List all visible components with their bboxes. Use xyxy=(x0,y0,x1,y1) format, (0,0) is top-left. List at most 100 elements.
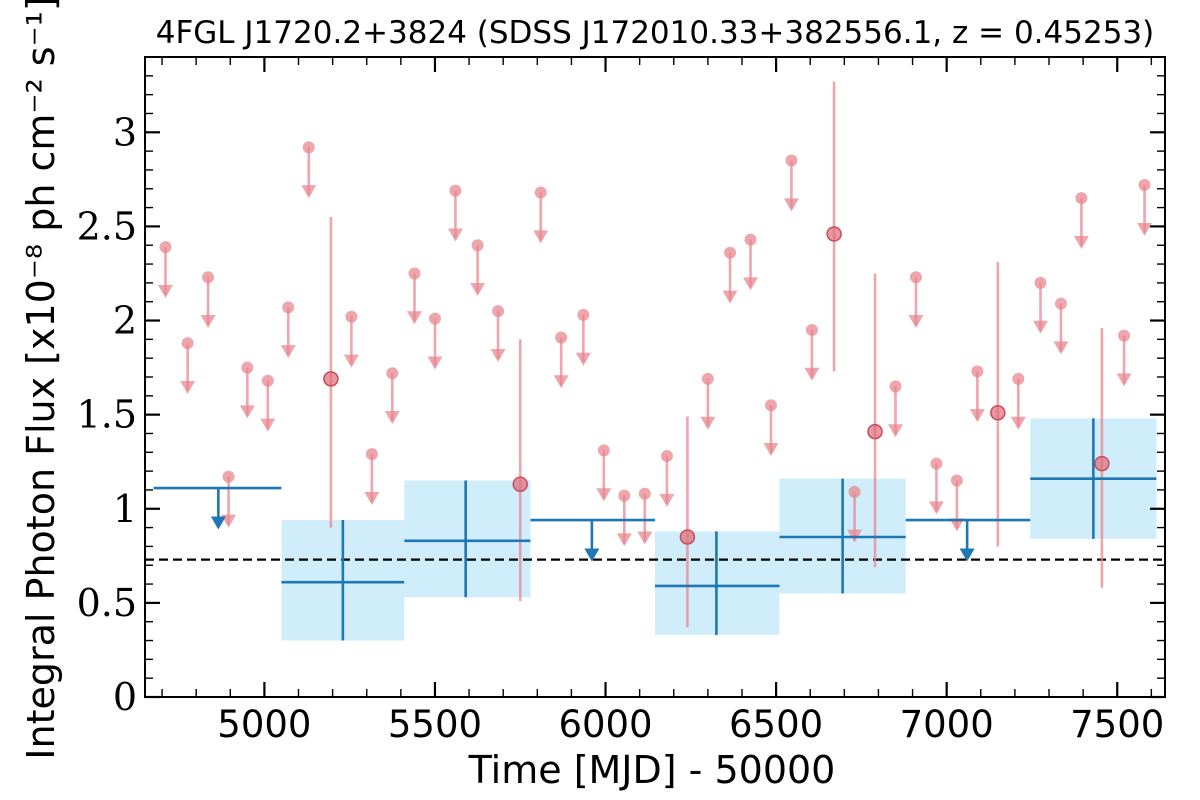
upper-limit-arrow xyxy=(659,493,675,507)
short-bin-upper-limit xyxy=(364,448,380,505)
short-bin-upper-limit xyxy=(700,372,716,430)
upper-limit-arrow xyxy=(384,411,400,425)
upper-limit-marker xyxy=(555,331,568,344)
x-tick-label: 6500 xyxy=(729,703,823,746)
chart-title: 4FGL J1720.2+3824 (SDSS J172010.33+38255… xyxy=(156,15,1155,51)
y-tick-label: 2 xyxy=(113,299,137,343)
x-axis-label: Time [MJD] - 50000 xyxy=(468,748,836,792)
short-bin-upper-limit xyxy=(1116,329,1132,387)
upper-limit-arrow xyxy=(596,488,612,502)
x-tick-label: 5000 xyxy=(217,703,311,746)
x-tick-label: 5500 xyxy=(388,703,482,746)
upper-limit-arrow xyxy=(1053,341,1069,355)
long-bin-detection xyxy=(1030,418,1157,539)
upper-limit-arrow xyxy=(575,352,591,366)
upper-limit-arrow xyxy=(908,315,924,329)
upper-limit-marker xyxy=(618,489,631,502)
short-bin-upper-limit xyxy=(743,233,759,291)
upper-limit-marker xyxy=(848,485,861,498)
long-bin-upper-limit xyxy=(153,486,282,530)
upper-limit-arrow xyxy=(804,367,820,381)
long-bin-detection xyxy=(281,520,405,641)
upper-limit-marker xyxy=(471,239,484,252)
upper-limit-arrow xyxy=(949,518,965,532)
short-bin-detection xyxy=(512,339,529,601)
upper-limit-marker xyxy=(930,457,943,470)
upper-limit-marker xyxy=(428,312,441,325)
long-bin-detection xyxy=(655,531,780,635)
short-bin-upper-limit xyxy=(343,310,359,368)
upper-limit-arrow xyxy=(180,380,196,394)
short-bin-detection xyxy=(323,217,339,528)
upper-limit-marker xyxy=(1075,192,1088,205)
y-tick-label: 1 xyxy=(113,487,137,531)
long-bin-band xyxy=(404,480,531,598)
upper-limit-marker xyxy=(159,241,172,254)
upper-limit-arrow xyxy=(743,277,759,291)
short-bin-upper-limit xyxy=(260,374,276,432)
upper-limit-arrow xyxy=(616,533,632,547)
upper-limit-arrow xyxy=(427,356,443,370)
upper-limit-marker xyxy=(1034,276,1047,289)
upper-limit-arrow xyxy=(200,315,216,329)
detection-marker xyxy=(679,529,696,545)
x-tick-label: 7500 xyxy=(1070,703,1164,746)
upper-limit-marker xyxy=(889,380,902,393)
plot-area xyxy=(145,81,1165,641)
upper-limit-marker xyxy=(1118,329,1131,342)
short-bin-upper-limit xyxy=(490,305,506,362)
upper-limit-marker xyxy=(181,337,194,350)
upper-limit-arrow xyxy=(533,230,549,244)
upper-limit-marker xyxy=(805,323,818,336)
upper-limit-arrow xyxy=(301,185,317,199)
long-bin-detection xyxy=(779,478,906,594)
axes: 5000 5500 6000 6500 7000 7500 0 0.5 1 1.5 2 2.5 3 xyxy=(77,56,1166,746)
short-bin-upper-limit xyxy=(1010,372,1026,430)
short-bin-upper-limit xyxy=(1073,192,1089,249)
long-bin-upper-limit xyxy=(905,518,1031,562)
upper-limit-marker xyxy=(744,233,757,246)
y-tick-label: 3 xyxy=(113,110,137,154)
upper-limit-marker xyxy=(365,448,378,461)
short-bin-upper-limit xyxy=(659,450,675,507)
short-bin-detection xyxy=(990,262,1006,547)
upper-limit-arrow xyxy=(1073,236,1089,249)
detection-marker xyxy=(867,423,883,440)
upper-limit-marker xyxy=(971,365,984,378)
long-bin-detection xyxy=(404,480,531,598)
short-bin-upper-limit xyxy=(949,474,965,532)
upper-limit-marker xyxy=(638,487,651,500)
short-bin-upper-limit xyxy=(470,239,486,297)
short-bin-upper-limit xyxy=(908,271,924,329)
upper-limit-marker xyxy=(764,399,777,412)
upper-limit-marker xyxy=(577,308,590,321)
upper-limit-marker xyxy=(345,310,358,323)
upper-limit-arrow xyxy=(364,492,380,505)
upper-limit-arrow xyxy=(888,424,904,438)
short-bin-upper-limit xyxy=(553,331,569,389)
upper-limit-marker xyxy=(202,271,215,284)
upper-limit-marker xyxy=(660,450,673,463)
upper-limit-marker xyxy=(222,470,235,483)
short-bin-upper-limit xyxy=(722,246,738,304)
short-bin-upper-limit xyxy=(1032,276,1048,334)
short-bin-upper-limit xyxy=(157,241,173,298)
upper-limit-arrow xyxy=(763,443,779,457)
upper-limit-marker xyxy=(909,271,922,284)
upper-limit-arrow xyxy=(260,418,276,432)
upper-limit-marker xyxy=(1012,372,1025,385)
short-bin-detection xyxy=(867,273,883,568)
upper-limit-arrow xyxy=(280,345,296,359)
upper-limit-arrow xyxy=(157,284,173,298)
upper-limit-marker xyxy=(241,361,254,374)
upper-limit-marker xyxy=(1054,297,1067,310)
short-bin-upper-limit xyxy=(763,399,779,457)
short-bin-upper-limit xyxy=(239,361,255,419)
y-tick-label: 0 xyxy=(113,675,137,719)
upper-limit-arrow xyxy=(700,416,716,430)
short-bin-upper-limit xyxy=(280,301,296,359)
short-bin-upper-limit xyxy=(1137,179,1153,236)
long-ul-arrow xyxy=(959,548,975,562)
short-bin-detection xyxy=(826,81,842,372)
